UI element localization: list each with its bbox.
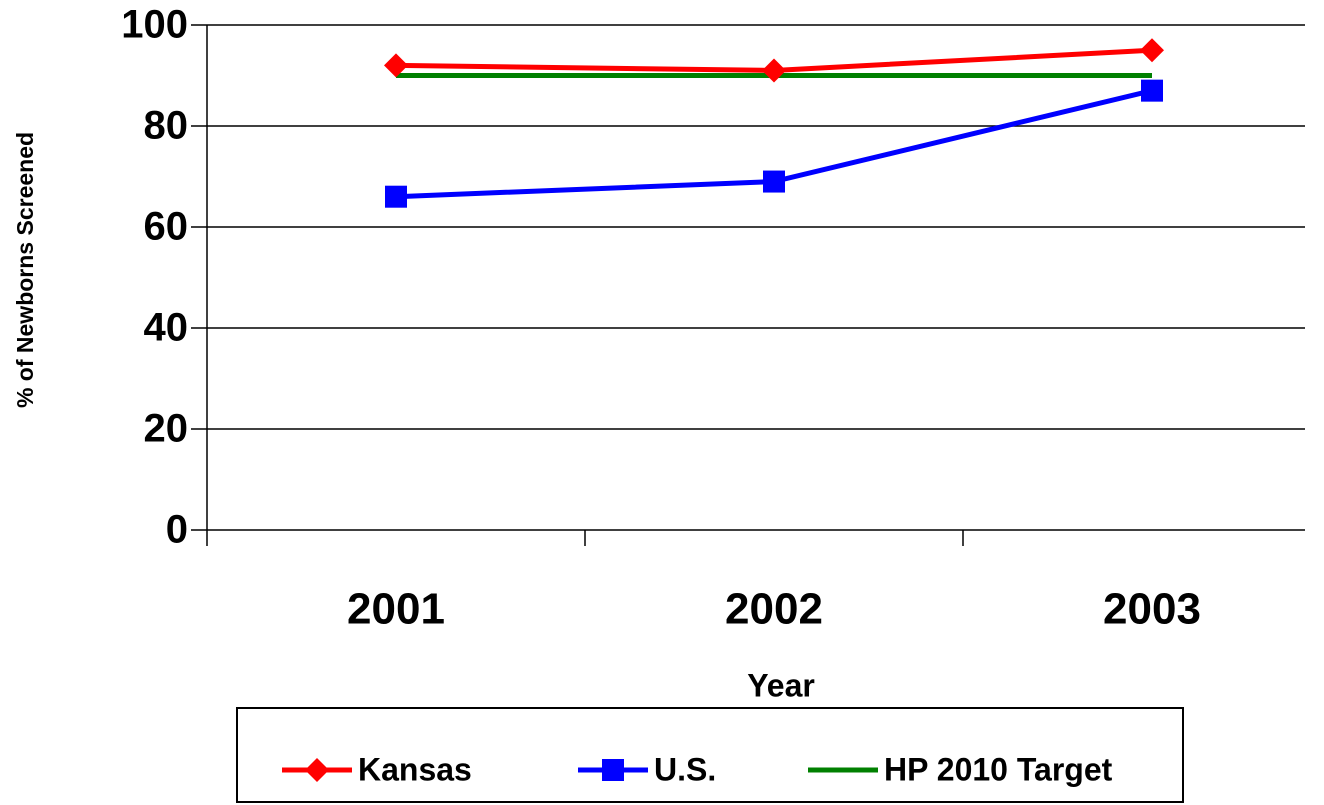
legend-marker xyxy=(305,758,329,782)
x-tick-label: 2003 xyxy=(1103,585,1201,634)
x-tick-label: 2002 xyxy=(725,585,823,634)
y-tick-label: 0 xyxy=(166,508,188,552)
data-point xyxy=(763,170,785,193)
y-tick-label: 80 xyxy=(144,104,189,148)
legend-marker xyxy=(602,759,624,781)
data-point xyxy=(385,185,407,208)
legend-label: Kansas xyxy=(358,751,472,787)
y-tick-label: 60 xyxy=(144,205,189,249)
x-axis-title: Year xyxy=(747,667,815,703)
data-point xyxy=(1140,38,1164,63)
data-point xyxy=(384,53,408,78)
data-point xyxy=(1141,79,1163,102)
y-axis-title: % of Newborns Screened xyxy=(12,132,38,408)
y-tick-label: 40 xyxy=(144,306,189,350)
legend-box xyxy=(236,707,1184,803)
legend-label: HP 2010 Target xyxy=(884,751,1113,787)
y-tick-label: 20 xyxy=(144,407,189,451)
data-point xyxy=(762,58,786,83)
y-tick-label: 100 xyxy=(121,3,188,47)
legend-label: U.S. xyxy=(654,751,716,787)
x-tick-label: 2001 xyxy=(347,585,445,634)
